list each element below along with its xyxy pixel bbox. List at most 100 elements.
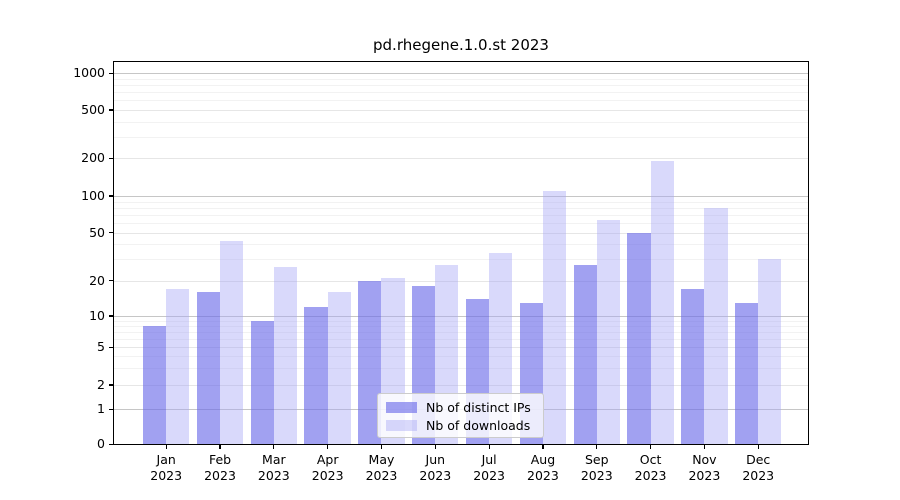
gridline-minor: [114, 259, 808, 261]
bar-downloads-nov: [704, 207, 728, 444]
bar-downloads-sep: [596, 220, 620, 444]
legend-label-distinct-ips: Nb of distinct IPs: [426, 400, 531, 415]
gridline-minor: [114, 214, 808, 216]
x-tick-mark: [542, 445, 544, 449]
y-tick-mark: [109, 384, 113, 386]
gridline-mid: [114, 347, 808, 349]
y-tick-mark: [109, 443, 113, 445]
gridline-minor: [114, 100, 808, 102]
x-tick-label: Dec 2023: [742, 452, 775, 483]
x-tick-label: Feb 2023: [204, 452, 236, 483]
x-tick-mark: [596, 445, 598, 449]
x-tick-mark: [380, 445, 383, 449]
gridline-minor: [114, 320, 808, 322]
x-tick-label: Apr 2023: [311, 452, 344, 483]
y-tick-label: 5: [97, 339, 105, 355]
bar-distinct-ips-jan: [143, 326, 167, 444]
x-tick-mark: [327, 445, 329, 449]
gridline-minor: [114, 85, 808, 87]
gridline-minor: [114, 136, 808, 138]
legend-label-downloads: Nb of downloads: [426, 418, 531, 433]
x-tick-mark: [488, 445, 490, 449]
y-tick-label: 20: [89, 272, 105, 288]
bar-downloads-mar: [273, 266, 298, 444]
y-tick-mark: [109, 109, 113, 111]
y-tick-label: 50: [89, 224, 105, 240]
legend-swatch-downloads: [386, 420, 417, 431]
x-tick-label: Aug 2023: [527, 452, 559, 483]
y-tick-mark: [109, 157, 113, 159]
y-tick-mark: [109, 408, 113, 410]
x-tick-label: Jan 2023: [150, 452, 183, 483]
gridline-mid: [114, 280, 808, 282]
x-tick-label: Nov 2023: [688, 452, 721, 483]
gridline-minor: [114, 244, 808, 246]
gridline-major: [114, 73, 808, 75]
bar-distinct-ips-oct: [627, 232, 651, 444]
y-tick-label: 1: [97, 401, 105, 417]
x-tick-mark: [273, 445, 275, 449]
gridline-mid: [114, 385, 808, 386]
bar-distinct-ips-dec: [735, 302, 759, 444]
bar-downloads-aug: [542, 190, 567, 444]
x-tick-label: Jun 2023: [419, 452, 452, 483]
bar-downloads-apr: [327, 292, 351, 444]
legend-swatch-distinct-ips: [386, 402, 417, 413]
x-tick-label: Sep 2023: [580, 452, 613, 483]
bar-downloads-feb: [220, 240, 244, 444]
y-tick-label: 200: [81, 150, 105, 166]
gridline-minor: [114, 92, 808, 94]
y-tick-mark: [109, 72, 113, 74]
chart-legend: Nb of distinct IPs Nb of downloads: [377, 393, 544, 438]
legend-entry-downloads: Nb of downloads: [386, 417, 543, 434]
gridline-minor: [114, 223, 808, 225]
bar-downloads-jan: [166, 288, 190, 444]
x-tick-label: Jul 2023: [473, 452, 506, 483]
gridline-minor: [114, 121, 808, 123]
bar-distinct-ips-may: [358, 280, 382, 444]
gridline-minor: [114, 78, 808, 80]
y-tick-label: 0: [97, 436, 105, 452]
gridline-major: [114, 196, 808, 197]
bar-distinct-ips-feb: [196, 292, 220, 444]
gridline-mid: [114, 110, 808, 111]
x-tick-mark: [165, 445, 167, 449]
bar-distinct-ips-sep: [573, 264, 597, 444]
gridline-minor: [114, 207, 808, 209]
y-tick-label: 100: [81, 188, 105, 203]
y-tick-mark: [109, 346, 113, 348]
x-tick-mark: [219, 445, 221, 449]
y-tick-label: 1000: [73, 65, 105, 81]
gridline-mid: [114, 232, 808, 234]
gridline-major: [114, 316, 808, 317]
x-tick-label: Oct 2023: [634, 452, 667, 483]
gridline-minor: [114, 201, 808, 203]
y-tick-mark: [109, 280, 113, 282]
x-tick-label: May 2023: [365, 452, 398, 483]
bar-downloads-dec: [758, 259, 782, 444]
y-tick-label: 500: [81, 102, 105, 117]
bar-distinct-ips-mar: [250, 320, 274, 444]
gridline-minor: [114, 339, 808, 341]
y-tick-mark: [109, 315, 113, 317]
gridline-mid: [114, 158, 808, 160]
y-tick-mark: [109, 232, 113, 234]
bar-distinct-ips-nov: [681, 288, 705, 444]
gridline-minor: [114, 332, 808, 334]
bar-distinct-ips-apr: [304, 306, 328, 444]
x-tick-mark: [757, 445, 759, 449]
gridline-minor: [114, 326, 808, 328]
legend-entry-distinct-ips: Nb of distinct IPs: [386, 399, 543, 416]
x-tick-mark: [703, 445, 705, 449]
y-tick-label: 10: [89, 308, 105, 323]
x-tick-label: Mar 2023: [257, 452, 290, 483]
y-tick-label: 2: [97, 377, 105, 392]
x-tick-mark: [649, 445, 652, 449]
bar-downloads-oct: [650, 161, 674, 444]
chart-title: pd.rhegene.1.0.st 2023: [373, 36, 549, 54]
gridline-minor: [114, 356, 808, 358]
gridline-minor: [114, 368, 808, 370]
x-tick-mark: [434, 445, 436, 449]
y-tick-mark: [109, 195, 113, 197]
